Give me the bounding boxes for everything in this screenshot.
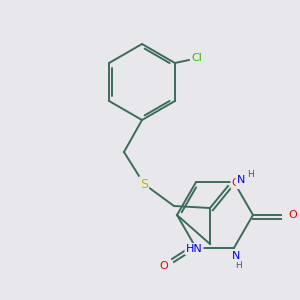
Text: O: O — [160, 261, 168, 271]
Text: S: S — [140, 178, 148, 190]
Text: O: O — [232, 178, 240, 188]
Text: N: N — [237, 175, 245, 185]
Text: O: O — [289, 210, 297, 220]
Text: Cl: Cl — [191, 53, 202, 63]
Text: HN: HN — [186, 244, 202, 254]
Text: H: H — [236, 261, 242, 270]
Text: N: N — [232, 251, 240, 261]
Text: H: H — [247, 169, 254, 178]
